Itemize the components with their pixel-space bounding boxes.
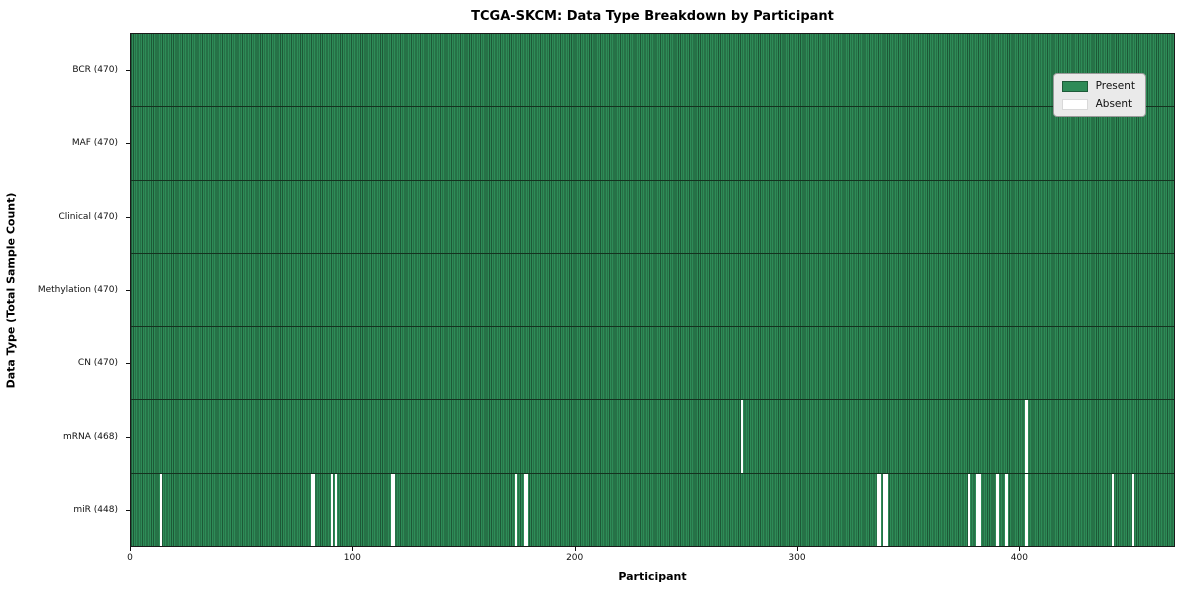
x-tick-mark (574, 547, 576, 551)
y-tick-label-cn: CN (470) (77, 358, 118, 369)
legend: Present Absent (1052, 73, 1146, 117)
heatmap-row-cn (131, 326, 1174, 400)
absent-gap (996, 473, 999, 546)
x-tick-mark (797, 547, 799, 551)
heatmap-row-clinical (131, 179, 1174, 253)
absent-gap (967, 473, 970, 546)
x-tick-label-0: 0 (127, 553, 133, 563)
absent-gap (390, 473, 393, 546)
y-tick-label-mir: miR (448) (73, 505, 118, 516)
heatmap-row-mir (131, 472, 1174, 546)
absent-gap (330, 473, 333, 546)
y-tick-mark (126, 143, 130, 145)
heatmap-row-mrna (131, 399, 1174, 473)
absent-gap (514, 473, 518, 546)
y-tick-label-methylation: Methylation (470) (37, 285, 118, 295)
absent-gap (335, 473, 338, 546)
x-tick-mark (130, 547, 131, 551)
legend-swatch-absent-icon (1061, 98, 1088, 110)
y-tick-label-bcr: BCR (470) (72, 64, 118, 75)
x-tick-label-400: 400 (1010, 553, 1028, 563)
legend-label-absent: Absent (1095, 98, 1133, 110)
x-axis-label: Participant (618, 570, 687, 583)
y-tick-mark (126, 510, 130, 512)
absent-gap (878, 473, 882, 546)
legend-swatch-present-icon (1061, 80, 1088, 92)
absent-gap (526, 473, 529, 546)
heatmap-row-bcr (131, 34, 1174, 107)
legend-entry-present: Present (1061, 80, 1135, 92)
absent-gap (741, 400, 744, 473)
heatmap-rows (131, 34, 1174, 546)
y-tick-mark (126, 436, 130, 438)
absent-gap (1025, 400, 1028, 473)
absent-gap (978, 473, 981, 546)
x-tick-mark (352, 547, 354, 551)
y-tick-label-clinical: Clinical (470) (58, 211, 118, 222)
legend-label-present: Present (1095, 80, 1135, 92)
y-tick-mark (126, 290, 130, 291)
absent-gap (312, 473, 316, 546)
y-tick-label-maf: MAF (470) (71, 138, 118, 149)
absent-gap (159, 473, 163, 546)
absent-gap (976, 473, 979, 546)
y-tick-mark (126, 216, 130, 218)
x-tick-label-100: 100 (343, 553, 361, 563)
x-tick-label-300: 300 (788, 553, 806, 563)
y-tick-label-mrna: mRNA (468) (63, 431, 118, 442)
heatmap-row-methylation (131, 252, 1174, 327)
absent-gap (310, 473, 313, 546)
x-tick-mark (1019, 547, 1021, 551)
absent-gap (392, 473, 396, 546)
chart-title: TCGA-SKCM: Data Type Breakdown by Partic… (471, 9, 834, 24)
absent-gap (523, 473, 526, 546)
legend-entry-absent: Absent (1061, 98, 1135, 110)
x-tick-label-200: 200 (566, 553, 584, 563)
absent-gap (883, 473, 886, 546)
absent-gap (1005, 473, 1008, 546)
y-axis-label: Data Type (Total Sample Count) (4, 192, 18, 389)
absent-gap (876, 473, 879, 546)
y-tick-mark (126, 363, 130, 365)
absent-gap (1131, 473, 1135, 546)
heatmap-row-maf (131, 106, 1174, 180)
absent-gap (885, 473, 888, 546)
absent-gap (1025, 473, 1028, 546)
absent-gap (1111, 473, 1115, 546)
y-tick-mark (126, 69, 130, 71)
plot-area: Present Absent (130, 33, 1175, 547)
